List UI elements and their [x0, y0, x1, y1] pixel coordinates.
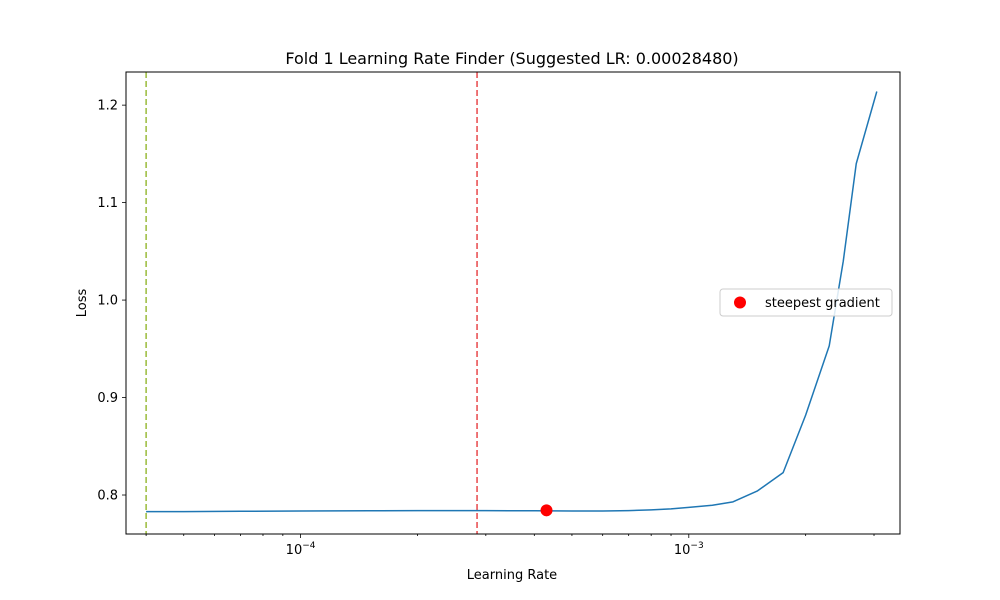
y-tick-label: 0.8: [97, 489, 118, 504]
steepest-gradient-marker: [540, 504, 553, 517]
x-axis-label: Learning Rate: [467, 568, 557, 583]
series-line-1: [146, 91, 878, 513]
legend-label: steepest gradient: [765, 296, 880, 311]
legend-marker: [734, 296, 746, 309]
y-tick-label: 0.9: [97, 391, 118, 406]
x-axis: 10−4 10−3: [145, 534, 875, 558]
y-tick-label: 1.1: [97, 196, 118, 211]
x-tick-label: 10−4: [286, 541, 316, 558]
chart-title: Fold 1 Learning Rate Finder (Suggested L…: [285, 49, 738, 68]
y-tick-label: 1.2: [97, 99, 118, 114]
legend-box: [719, 288, 893, 317]
x-tick-label: 10−3: [674, 541, 704, 558]
y-axis-label: Loss: [75, 289, 90, 318]
plot-area: [145, 72, 878, 534]
axes-frame: [125, 71, 901, 535]
y-tick-label: 1.0: [97, 294, 118, 309]
legend: steepest gradient: [719, 288, 893, 317]
y-axis: 0.8 0.9 1.0 1.1 1.2: [97, 99, 126, 504]
